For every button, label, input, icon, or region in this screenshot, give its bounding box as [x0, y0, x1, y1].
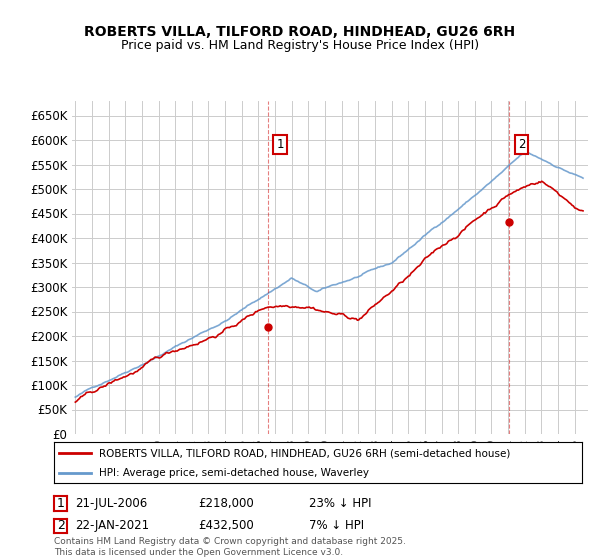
Text: Price paid vs. HM Land Registry's House Price Index (HPI): Price paid vs. HM Land Registry's House …: [121, 39, 479, 52]
Text: £218,000: £218,000: [198, 497, 254, 510]
Text: 7% ↓ HPI: 7% ↓ HPI: [309, 519, 364, 533]
Text: 2: 2: [518, 138, 525, 151]
Text: Contains HM Land Registry data © Crown copyright and database right 2025.
This d: Contains HM Land Registry data © Crown c…: [54, 537, 406, 557]
Text: 22-JAN-2021: 22-JAN-2021: [75, 519, 149, 533]
Text: 21-JUL-2006: 21-JUL-2006: [75, 497, 147, 510]
Text: 1: 1: [56, 497, 65, 510]
Text: ROBERTS VILLA, TILFORD ROAD, HINDHEAD, GU26 6RH: ROBERTS VILLA, TILFORD ROAD, HINDHEAD, G…: [85, 25, 515, 39]
Text: 2: 2: [56, 519, 65, 533]
Text: ROBERTS VILLA, TILFORD ROAD, HINDHEAD, GU26 6RH (semi-detached house): ROBERTS VILLA, TILFORD ROAD, HINDHEAD, G…: [99, 449, 510, 458]
Text: 1: 1: [277, 138, 284, 151]
Text: 23% ↓ HPI: 23% ↓ HPI: [309, 497, 371, 510]
Text: HPI: Average price, semi-detached house, Waverley: HPI: Average price, semi-detached house,…: [99, 468, 369, 478]
Text: £432,500: £432,500: [198, 519, 254, 533]
